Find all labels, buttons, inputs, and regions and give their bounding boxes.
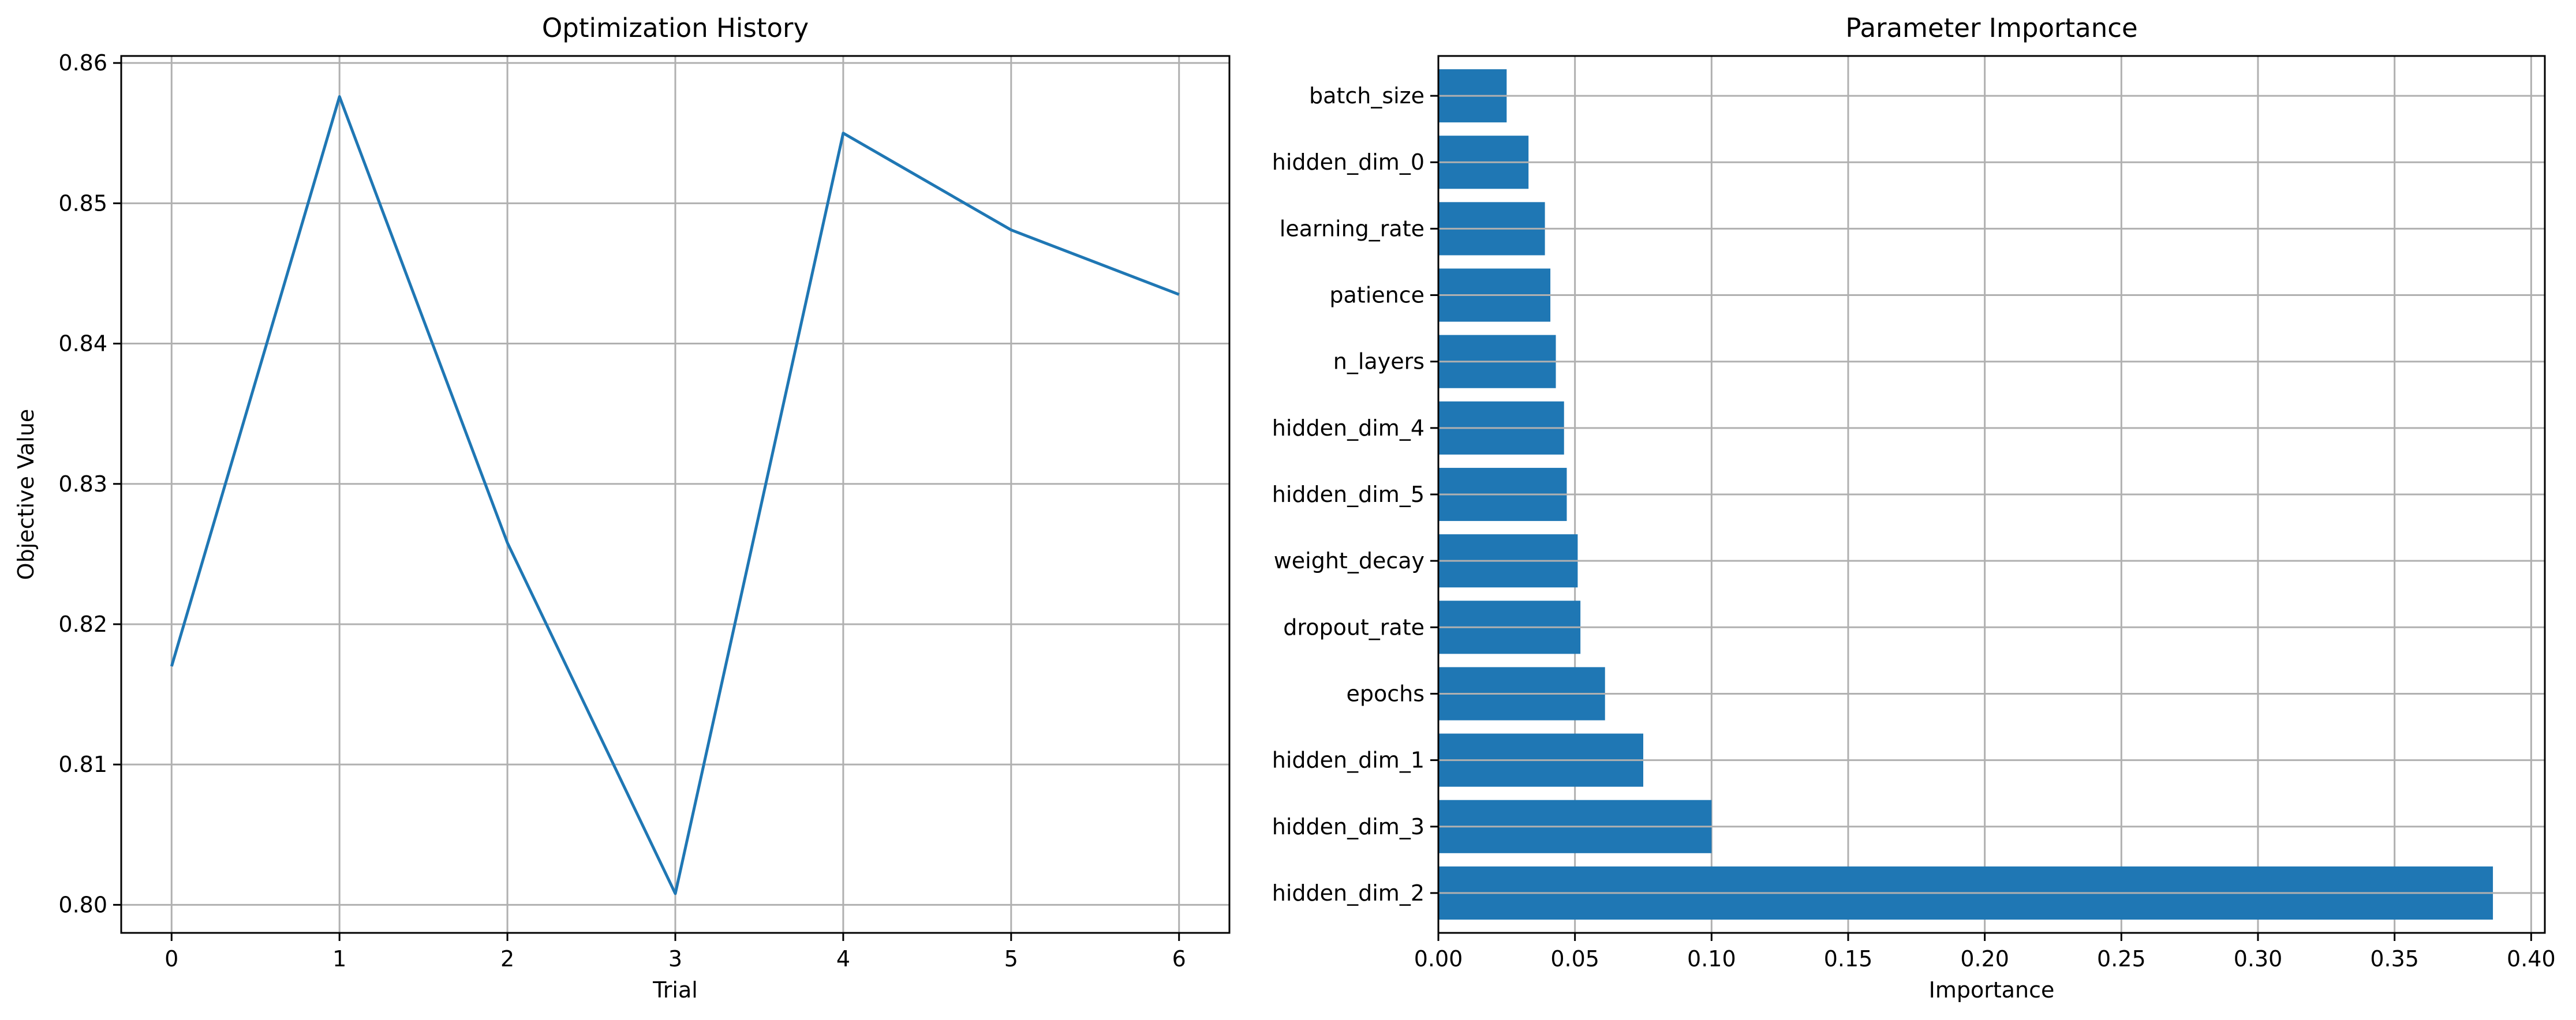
x-tick-label: 1 [332, 946, 346, 972]
optimization-history-chart: 0 1 2 3 4 5 6 0.80 0.81 0.82 0.83 0.84 0.85 0.86 Opti… [13, 13, 1231, 1003]
left-x-axis-label: Trial [652, 977, 698, 1003]
x-tick-label: 4 [836, 946, 850, 972]
right-ticks: 0.00 0.05 0.10 0.15 0.20 0.25 0.30 0.35 0.40 hidd… [1272, 83, 2556, 972]
x-tick-label: 0.40 [2507, 946, 2556, 972]
x-tick-label: 0.25 [2097, 946, 2146, 972]
left-chart-title: Optimization History [542, 13, 809, 43]
category-label: hidden_dim_4 [1272, 415, 1425, 441]
x-tick-label: 0.30 [2234, 946, 2283, 972]
category-label: learning_rate [1280, 216, 1425, 241]
x-tick-label: 0 [164, 946, 178, 972]
category-label: hidden_dim_5 [1272, 482, 1425, 507]
left-grid [121, 56, 1229, 933]
category-label: hidden_dim_0 [1272, 149, 1425, 175]
y-tick-label: 0.83 [58, 471, 107, 497]
category-label: epochs [1346, 681, 1425, 706]
category-label: hidden_dim_1 [1272, 748, 1425, 773]
x-tick-label: 5 [1004, 946, 1018, 972]
category-label: n_layers [1333, 349, 1425, 374]
category-label: dropout_rate [1283, 614, 1425, 640]
left-ticks: 0 1 2 3 4 5 6 0.80 0.81 0.82 0.83 0.84 0.85 0.86 [58, 50, 1186, 972]
right-chart-title: Parameter Importance [1845, 13, 2137, 43]
right-grid-horizontal [1438, 95, 2545, 894]
x-tick-label: 0.20 [1960, 946, 2009, 972]
parameter-importance-chart: 0.00 0.05 0.10 0.15 0.20 0.25 0.30 0.35 0.40 hidd… [1272, 13, 2556, 1003]
x-tick-label: 3 [668, 946, 682, 972]
y-tick-label: 0.85 [58, 190, 107, 216]
y-tick-label: 0.86 [58, 50, 107, 76]
x-tick-label: 6 [1172, 946, 1186, 972]
y-tick-label: 0.80 [58, 892, 107, 917]
category-label: weight_decay [1274, 548, 1425, 573]
category-label: batch_size [1309, 83, 1425, 108]
y-tick-label: 0.82 [58, 612, 107, 637]
x-tick-label: 0.05 [1550, 946, 1599, 972]
left-y-axis-label: Objective Value [13, 409, 39, 580]
x-tick-label: 0.10 [1687, 946, 1736, 972]
x-tick-label: 0.00 [1414, 946, 1463, 972]
objective-value-line [170, 95, 1180, 895]
category-label: hidden_dim_3 [1272, 814, 1425, 839]
right-x-axis-label: Importance [1929, 977, 2055, 1003]
x-tick-label: 0.35 [2370, 946, 2419, 972]
x-tick-label: 0.15 [1824, 946, 1873, 972]
x-tick-label: 2 [500, 946, 514, 972]
y-tick-label: 0.84 [58, 331, 107, 357]
y-tick-label: 0.81 [58, 752, 107, 777]
category-label: hidden_dim_2 [1272, 880, 1425, 906]
category-label: patience [1329, 283, 1425, 308]
